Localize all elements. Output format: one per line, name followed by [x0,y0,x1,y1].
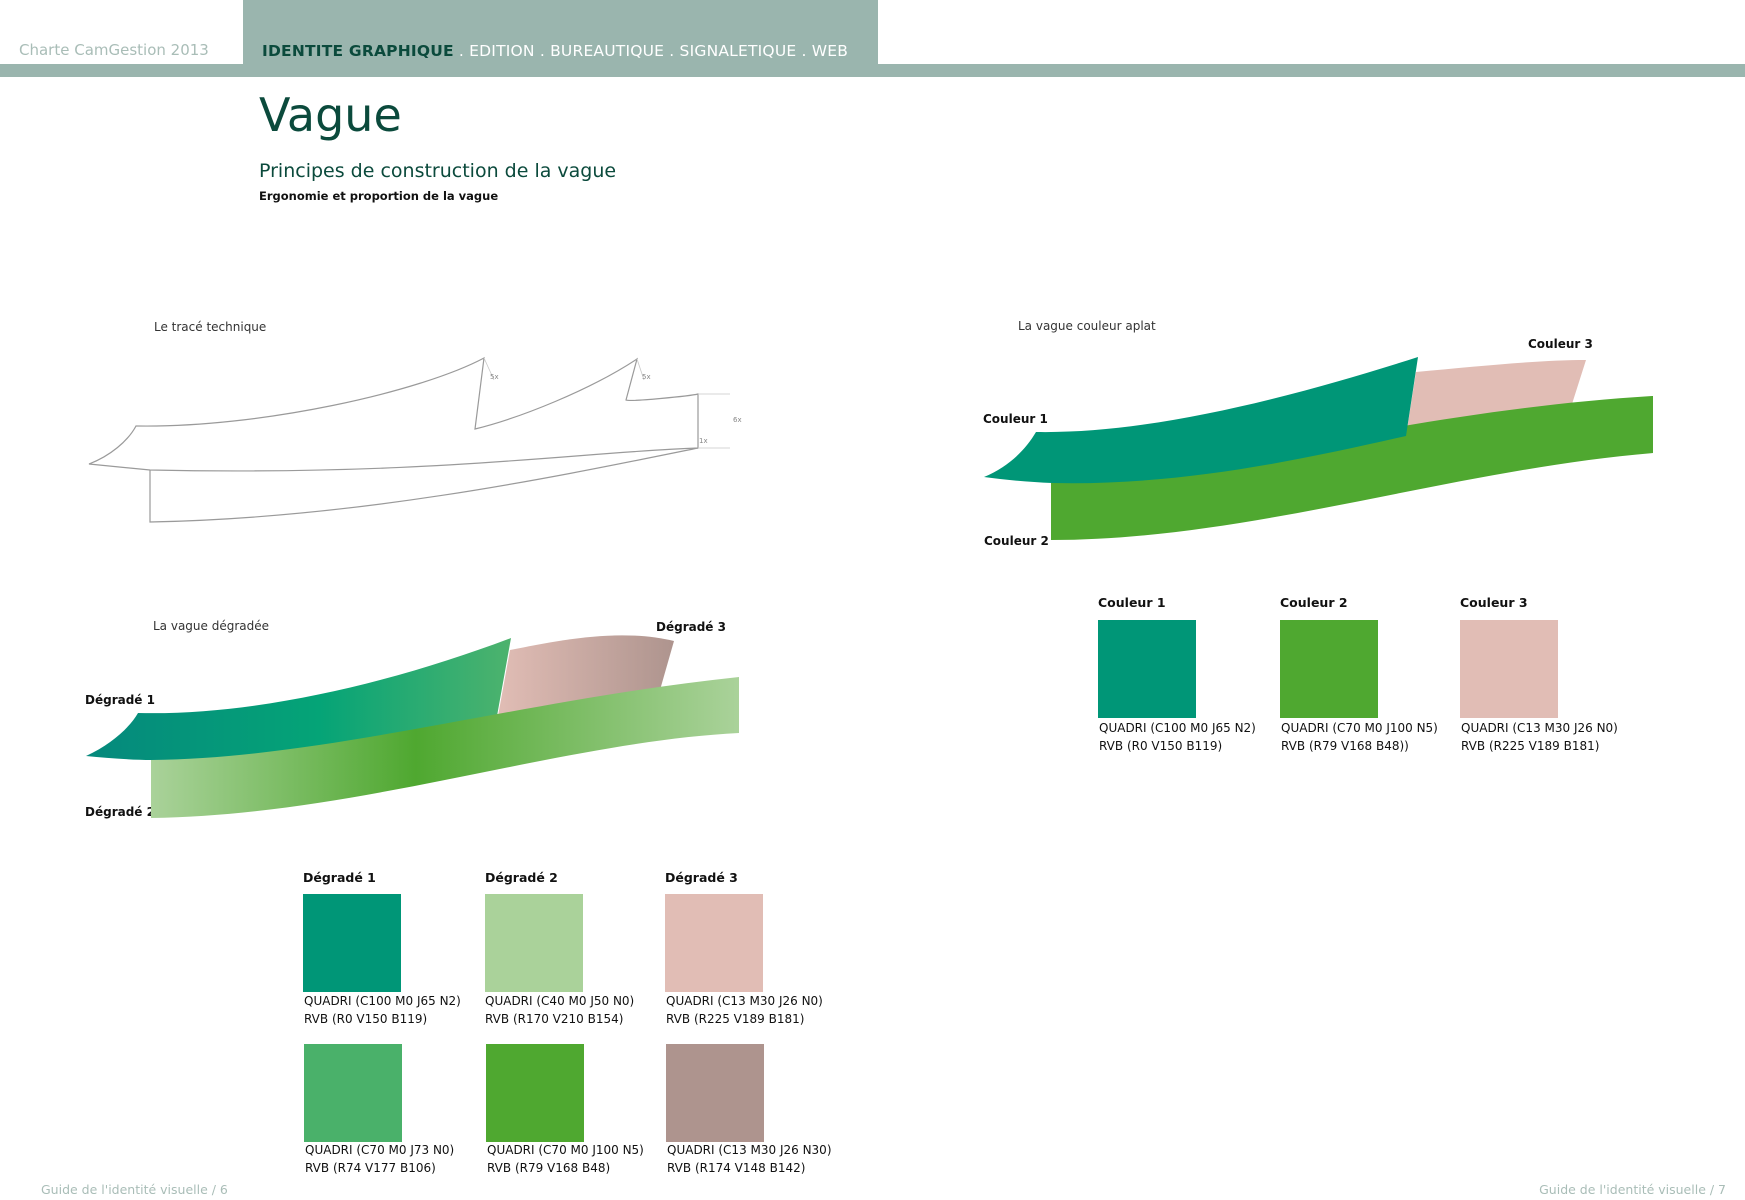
technical-drawing-label: Le tracé technique [154,320,267,334]
flat-swatch-title-1: Couleur 1 [1098,595,1166,610]
rvb-code: RVB (R79 V168 B48)) [1281,739,1409,753]
swatch-codes: QUADRI (C13 M30 J26 N30) RVB (R174 V148 … [667,1141,832,1177]
header-nav-tab [243,0,878,77]
dimension-label: 1x [699,437,708,445]
gradient-swatch-title-2: Dégradé 2 [485,870,558,885]
document-title: Charte CamGestion 2013 [19,41,209,59]
quadri-code: QUADRI (C70 M0 J100 N5) [487,1143,644,1157]
flat-swatch-title-3: Couleur 3 [1460,595,1528,610]
flat-callout-3: Couleur 3 [1528,337,1593,351]
quadri-code: QUADRI (C70 M0 J73 N0) [305,1143,455,1157]
swatch-codes: QUADRI (C100 M0 J65 N2) RVB (R0 V150 B11… [1099,719,1256,755]
rvb-code: RVB (R225 V189 B181) [1461,739,1600,753]
color-swatch [1280,620,1378,718]
color-swatch [666,1044,764,1142]
page-title: Vague [259,88,402,142]
color-swatch [665,894,763,992]
rvb-code: RVB (R74 V177 B106) [305,1161,436,1175]
gradient-swatch-title-1: Dégradé 1 [303,870,376,885]
quadri-code: QUADRI (C40 M0 J50 N0) [485,994,635,1008]
quadri-code: QUADRI (C100 M0 J65 N2) [304,994,461,1008]
quadri-code: QUADRI (C13 M30 J26 N30) [667,1143,832,1157]
gradient-wave-label: La vague dégradée [153,619,270,633]
rvb-code: RVB (R174 V148 B142) [667,1161,806,1175]
flat-wave-2 [1051,396,1653,540]
nav-items-other: . EDITION . BUREAUTIQUE . SIGNALETIQUE .… [453,42,849,60]
color-swatch [486,1044,584,1142]
quadri-code: QUADRI (C13 M30 J26 N0) [1461,721,1618,735]
swatch-codes: QUADRI (C70 M0 J73 N0) RVB (R74 V177 B10… [305,1141,454,1177]
section-nav: IDENTITE GRAPHIQUE . EDITION . BUREAUTIQ… [262,42,848,60]
dimension-label: 6x [733,416,742,424]
color-swatch [1460,620,1558,718]
rvb-code: RVB (R170 V210 B154) [485,1012,624,1026]
flat-wave-1 [984,357,1418,484]
flat-callout-1: Couleur 1 [983,412,1048,426]
flat-wave-3 [1406,360,1586,436]
page-subtitle: Principes de construction de la vague [259,160,617,182]
nav-item-identite-graphique[interactable]: IDENTITE GRAPHIQUE [262,42,454,60]
color-swatch [485,894,583,992]
rvb-code: RVB (R225 V189 B181) [666,1012,805,1026]
swatch-codes: QUADRI (C70 M0 J100 N5) RVB (R79 V168 B4… [1281,719,1438,755]
page-sub-subtitle: Ergonomie et proportion de la vague [259,189,499,203]
swatch-codes: QUADRI (C13 M30 J26 N0) RVB (R225 V189 B… [1461,719,1618,755]
rvb-code: RVB (R79 V168 B48) [487,1161,611,1175]
technical-wave-bottom [149,447,699,523]
color-swatch [304,1044,402,1142]
swatch-codes: QUADRI (C13 M30 J26 N0) RVB (R225 V189 B… [666,992,823,1028]
footer-right-page-number: Guide de l'identité visuelle / 7 [1539,1182,1726,1197]
dimension-label: 5x [642,373,651,381]
swatch-codes: QUADRI (C40 M0 J50 N0) RVB (R170 V210 B1… [485,992,634,1028]
gradient-callout-3: Dégradé 3 [656,620,726,634]
rvb-code: RVB (R0 V150 B119) [304,1012,428,1026]
flat-wave-label: La vague couleur aplat [1018,319,1156,333]
gradient-callout-2: Dégradé 2 [85,805,155,819]
gradient-swatch-title-3: Dégradé 3 [665,870,738,885]
dimension-label: 5x [490,373,499,381]
gradient-callout-1: Dégradé 1 [85,693,155,707]
swatch-codes: QUADRI (C100 M0 J65 N2) RVB (R0 V150 B11… [304,992,461,1028]
color-swatch [303,894,401,992]
flat-swatch-title-2: Couleur 2 [1280,595,1348,610]
quadri-code: QUADRI (C13 M30 J26 N0) [666,994,823,1008]
flat-callout-2: Couleur 2 [984,534,1049,548]
technical-wave-top [88,356,699,472]
quadri-code: QUADRI (C100 M0 J65 N2) [1099,721,1256,735]
gradient-wave-3 [498,635,674,716]
rvb-code: RVB (R0 V150 B119) [1099,739,1223,753]
gradient-wave-2 [151,677,739,818]
swatch-codes: QUADRI (C70 M0 J100 N5) RVB (R79 V168 B4… [487,1141,644,1177]
color-swatch [1098,620,1196,718]
quadri-code: QUADRI (C70 M0 J100 N5) [1281,721,1438,735]
gradient-wave-1 [86,638,511,761]
footer-left-page-number: Guide de l'identité visuelle / 6 [41,1182,228,1197]
